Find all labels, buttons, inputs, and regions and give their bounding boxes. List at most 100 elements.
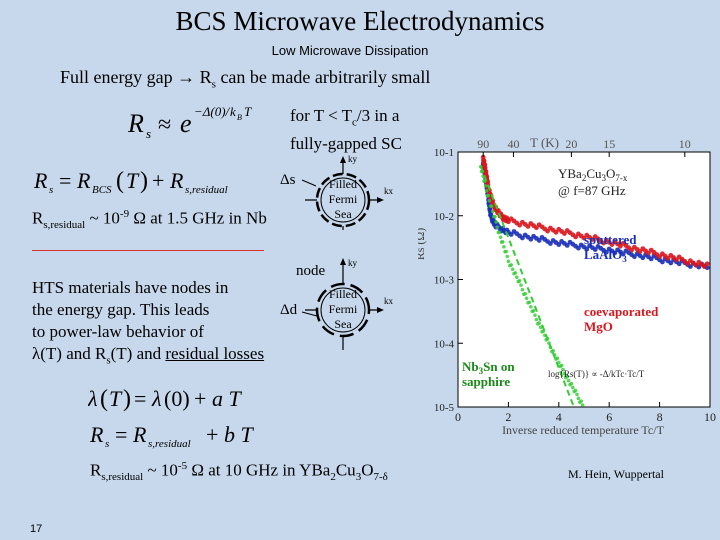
divider-line bbox=[32, 250, 264, 251]
svg-text:e: e bbox=[180, 109, 192, 138]
residual-ybco-text: Rs,residual ~ 10-5 Ω at 10 GHz in YBa2Cu… bbox=[90, 460, 388, 484]
svg-text:s: s bbox=[49, 184, 53, 196]
x-tick-label: 0 bbox=[455, 410, 461, 424]
kx-arrow-d bbox=[377, 307, 384, 313]
data-point-nb3sn bbox=[489, 204, 494, 208]
svg-text:R: R bbox=[34, 168, 48, 193]
kx-arrow-s bbox=[377, 197, 384, 203]
data-point-mgo bbox=[553, 229, 559, 235]
svg-text:T: T bbox=[109, 386, 123, 411]
annotation-mgo-2: MgO bbox=[584, 319, 613, 334]
data-point-nb3sn bbox=[510, 267, 515, 272]
svg-text:−Δ(0)/: −Δ(0)/ bbox=[194, 104, 231, 119]
heading: Full energy gap → Rs can be made arbitra… bbox=[60, 67, 431, 91]
fermi-sea-label-2-d: Fermi bbox=[329, 302, 358, 316]
chart-top-axis-label: T (K) bbox=[530, 135, 559, 150]
svg-text:+: + bbox=[194, 386, 206, 411]
svg-text:+: + bbox=[152, 168, 164, 193]
delta-s-pointer bbox=[301, 179, 317, 187]
svg-text:=: = bbox=[134, 386, 146, 411]
data-point-nb3sn bbox=[566, 378, 571, 383]
data-point-nb3sn bbox=[517, 279, 522, 283]
data-point-nb3sn bbox=[501, 240, 505, 244]
ky-arrow-d bbox=[340, 258, 346, 265]
fermi-surface-d bbox=[320, 287, 366, 333]
data-point-lalao3 bbox=[612, 250, 618, 256]
slide-title: BCS Microwave Electrodynamics bbox=[175, 6, 545, 36]
data-point-nb3sn bbox=[513, 271, 518, 275]
data-point-nb3sn bbox=[505, 254, 510, 259]
fermi-sea-label-1: Filled bbox=[329, 177, 357, 191]
x-tick-label: 6 bbox=[606, 410, 612, 424]
data-point-nb3sn bbox=[580, 403, 585, 407]
data-point-nb3sn bbox=[497, 230, 502, 235]
d-wave-diagram: Filled Fermi Sea node Δd ky kx bbox=[280, 258, 394, 350]
data-point-nb3sn bbox=[498, 235, 503, 239]
data-point-nb3sn bbox=[575, 392, 579, 397]
fermi-sea-label-3: Sea bbox=[334, 207, 352, 221]
data-point-nb3sn bbox=[523, 291, 527, 296]
svg-text:R: R bbox=[132, 422, 147, 447]
data-point-nb3sn bbox=[534, 317, 539, 322]
chart-plot-area bbox=[457, 151, 711, 408]
nb3sn-fit-line bbox=[479, 165, 575, 408]
delta-s-label: Δs bbox=[280, 172, 296, 188]
svg-text:(0): (0) bbox=[164, 386, 190, 411]
rs-sum-equation: R s = R BCS ( T ) + R s,residual bbox=[33, 162, 274, 203]
svg-text:s: s bbox=[105, 438, 109, 450]
svg-text:R: R bbox=[169, 168, 184, 193]
data-point-nb3sn bbox=[515, 275, 519, 280]
svg-text:a T: a T bbox=[212, 386, 243, 411]
fermi-sea-label-3-d: Sea bbox=[334, 317, 352, 331]
data-point-nb3sn bbox=[555, 356, 560, 361]
data-point-mgo bbox=[545, 228, 550, 234]
svg-text:s,residual: s,residual bbox=[148, 438, 191, 450]
x-tick-label: 10 bbox=[704, 410, 716, 424]
svg-text:T: T bbox=[244, 104, 252, 119]
data-point-nb3sn bbox=[571, 385, 575, 390]
fermi-diagrams: Filled Fermi Sea Δs ky kx Filled Fermi S… bbox=[280, 154, 394, 350]
chart-title-material: YBa2Cu3O7-x bbox=[558, 166, 628, 183]
data-point-nb3sn bbox=[573, 388, 578, 393]
svg-text:=: = bbox=[115, 422, 127, 447]
annotation-lalao3-1: sputtered bbox=[584, 232, 637, 247]
data-point-nb3sn bbox=[531, 308, 536, 313]
svg-text:B: B bbox=[237, 113, 242, 122]
data-point-lalao3 bbox=[576, 245, 581, 251]
data-point-lalao3 bbox=[640, 255, 646, 261]
data-point-lalao3 bbox=[648, 256, 654, 262]
s-wave-diagram: Filled Fermi Sea Δs ky kx bbox=[280, 154, 394, 230]
data-point-lalao3 bbox=[592, 247, 598, 252]
rs-exp-formula: R s ≈ e −Δ(0)/ k B T bbox=[127, 104, 252, 141]
data-point-lalao3 bbox=[676, 261, 682, 267]
data-point-nb3sn bbox=[502, 244, 506, 249]
data-point-mgo bbox=[704, 261, 710, 267]
svg-text:+: + bbox=[206, 422, 218, 447]
y-tick-label: 10-1 bbox=[434, 147, 454, 159]
data-point-nb3sn bbox=[538, 325, 543, 330]
data-point-nb3sn bbox=[483, 184, 488, 188]
svg-text:b T: b T bbox=[224, 422, 255, 447]
data-point-nb3sn bbox=[524, 296, 529, 301]
data-point-nb3sn bbox=[490, 209, 495, 214]
rs-exponential-equation: R s ≈ e −Δ(0)/ k B T bbox=[127, 98, 288, 149]
delta-d-pointer bbox=[301, 311, 318, 317]
delta-d-label: Δd bbox=[280, 302, 298, 318]
data-point-nb3sn bbox=[569, 381, 574, 386]
y-tick-label: 10-5 bbox=[434, 402, 455, 414]
svg-text:R: R bbox=[128, 109, 144, 138]
svg-text:λ: λ bbox=[88, 386, 98, 411]
top-tick-label: 10 bbox=[679, 137, 691, 151]
data-point-lalao3 bbox=[584, 246, 590, 252]
data-point-nb3sn bbox=[519, 283, 523, 287]
linear-equations: λ ( T ) = λ (0) + a T R s = R s,residual… bbox=[87, 380, 308, 457]
data-point-lalao3 bbox=[620, 251, 626, 257]
annotation-nb3sn-2: sapphire bbox=[462, 374, 510, 389]
chart-xlabel: Inverse reduced temperature Tc/T bbox=[502, 423, 665, 437]
ky-arrow-s bbox=[340, 156, 346, 163]
page-number: 17 bbox=[30, 523, 43, 535]
svg-text:): ) bbox=[140, 168, 148, 194]
fermi-sea-label-1-d: Filled bbox=[329, 287, 357, 301]
annotation-lalao3-2: LaAlO3 bbox=[584, 247, 627, 264]
svg-text:(: ( bbox=[100, 386, 108, 412]
